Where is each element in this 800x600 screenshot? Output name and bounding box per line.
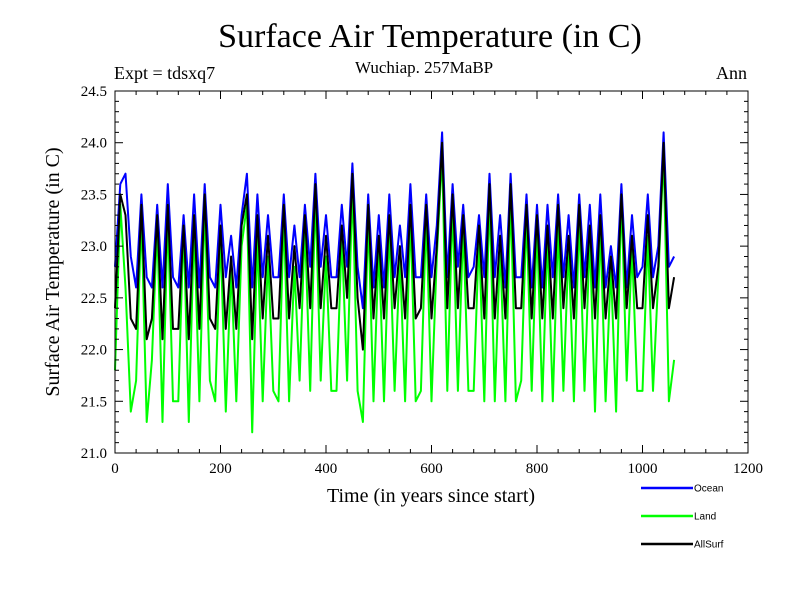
x-tick-label: 800 — [526, 461, 549, 477]
x-tick-label: 1000 — [628, 461, 658, 477]
y-tick-label: 24.0 — [81, 136, 107, 152]
series-line-land — [114, 152, 676, 434]
series-layer — [114, 131, 676, 434]
legend-label-allsurf: AllSurf — [694, 540, 724, 551]
y-axis-label: Surface Air Temperature (in C) — [42, 147, 64, 396]
y-tick-label: 22.5 — [81, 291, 107, 307]
series-line-allsurf — [114, 141, 676, 351]
y-tick-label: 24.5 — [81, 84, 107, 100]
ticks-layer: 0 200 400 600 800 1000 1200 21.0 21.5 22.0 22.5 23.… — [81, 84, 763, 477]
x-axis-label: Time (in years since start) — [327, 485, 535, 507]
x-tick-label: 400 — [315, 461, 338, 477]
chart-subtitle: Wuchiap. 257MaBP — [355, 58, 494, 77]
y-tick-label: 23.0 — [81, 239, 107, 255]
legend-label-ocean: Ocean — [694, 484, 723, 495]
x-tick-label: 0 — [111, 461, 119, 477]
chart-title: Surface Air Temperature (in C) — [218, 18, 642, 55]
y-tick-label: 22.0 — [81, 343, 107, 359]
x-tick-label: 200 — [209, 461, 232, 477]
season-label: Ann — [716, 63, 747, 83]
plot-frame — [114, 90, 749, 454]
y-tick-label: 21.0 — [81, 446, 107, 462]
legend: Ocean Land AllSurf — [641, 484, 724, 551]
legend-label-land: Land — [694, 512, 716, 523]
x-tick-label: 1200 — [733, 461, 763, 477]
experiment-label: Expt = tdsxq7 — [114, 63, 216, 83]
x-tick-label: 600 — [420, 461, 443, 477]
y-tick-label: 23.5 — [81, 187, 107, 203]
y-tick-label: 21.5 — [81, 394, 107, 410]
